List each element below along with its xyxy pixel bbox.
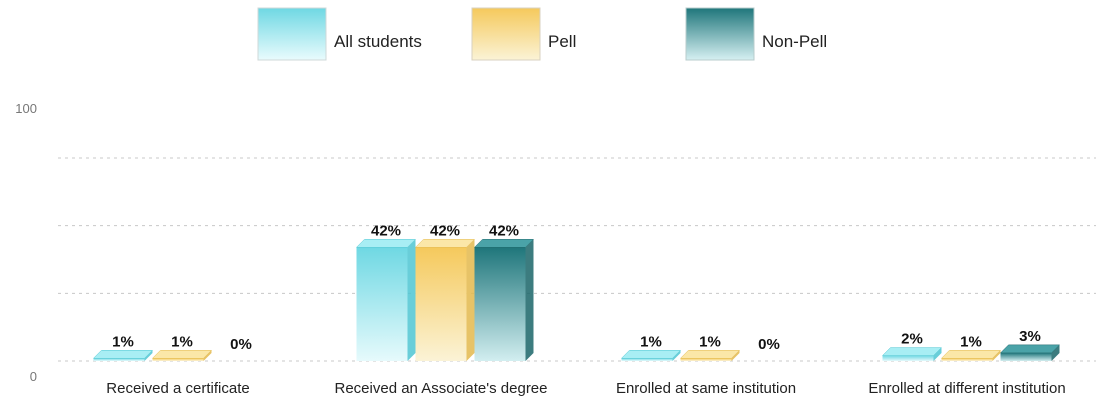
bar-side	[672, 350, 681, 361]
bar	[415, 247, 467, 361]
bar-side	[203, 350, 212, 361]
bar-side	[1051, 344, 1060, 361]
bars: 1% 1% 0% 42% 42% 42% 1% 1% 0% 2% 1% 3%	[92, 222, 1061, 361]
bar	[882, 355, 934, 361]
bar	[474, 247, 526, 361]
legend-item-all-students: All students	[257, 7, 422, 61]
legend-label-pell: Pell	[548, 32, 576, 51]
data-label: 42%	[371, 222, 401, 239]
data-label: 1%	[171, 333, 193, 350]
bar-side	[525, 239, 534, 361]
bar-top	[881, 347, 943, 356]
bar-side	[407, 239, 416, 361]
legend-label-all-students: All students	[334, 32, 422, 51]
y-tick-label: 100	[15, 101, 37, 116]
category-labels: Received a certificate Received an Associ…	[106, 380, 1065, 397]
y-axis-ticks: 0 100	[15, 101, 37, 384]
legend-swatch-non-pell	[685, 7, 755, 61]
data-label: 2%	[901, 331, 923, 348]
data-label: 0%	[230, 336, 252, 353]
bar-top	[355, 239, 417, 248]
data-label: 1%	[640, 333, 662, 350]
bar	[152, 358, 204, 361]
category-label: Enrolled at same institution	[616, 380, 796, 397]
bar	[941, 358, 993, 361]
bar-top	[151, 350, 213, 359]
category-label: Received a certificate	[106, 380, 249, 397]
category-label: Enrolled at different institution	[868, 380, 1065, 397]
bar-top	[940, 350, 1002, 359]
bar	[93, 358, 145, 361]
data-label: 42%	[489, 222, 519, 239]
legend: All students Pell Non-Pell	[257, 7, 827, 61]
bar	[356, 247, 408, 361]
category-label: Received an Associate's degree	[335, 380, 548, 397]
bar-top	[473, 239, 535, 248]
bar	[621, 358, 673, 361]
data-label: 42%	[430, 222, 460, 239]
data-label: 0%	[758, 336, 780, 353]
bar	[1000, 352, 1052, 361]
gridlines	[58, 157, 1096, 362]
data-label: 3%	[1019, 328, 1041, 345]
bar-top	[414, 239, 476, 248]
bar-top	[620, 350, 682, 359]
legend-label-non-pell: Non-Pell	[762, 32, 827, 51]
legend-item-pell: Pell	[471, 7, 576, 61]
bar-top	[679, 350, 741, 359]
legend-swatch-pell	[471, 7, 541, 61]
bar-top	[999, 344, 1061, 354]
y-tick-label: 0	[30, 369, 37, 384]
bar-side	[466, 239, 475, 361]
bar	[680, 358, 732, 361]
bar-side	[731, 350, 740, 361]
data-label: 1%	[699, 333, 721, 350]
data-label: 1%	[960, 333, 982, 350]
bar-top	[92, 350, 154, 359]
bar-side	[933, 347, 942, 361]
bar-side	[144, 350, 153, 361]
data-label: 1%	[112, 333, 134, 350]
legend-item-non-pell: Non-Pell	[685, 7, 827, 61]
bar-side	[992, 350, 1001, 361]
legend-swatch-all-students	[257, 7, 327, 61]
